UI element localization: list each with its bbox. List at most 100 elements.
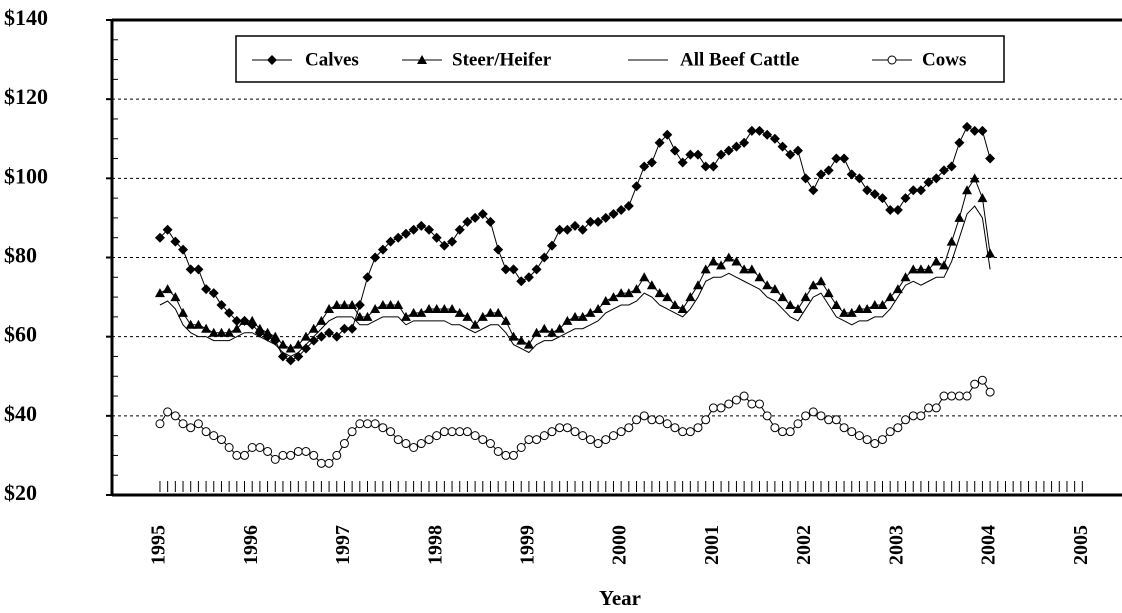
triangle-marker xyxy=(739,264,750,274)
circle-marker xyxy=(386,427,396,437)
triangle-marker xyxy=(869,300,880,309)
circle-marker xyxy=(263,446,273,456)
diamond-marker xyxy=(877,193,888,204)
triangle-marker xyxy=(969,173,980,183)
triangle-marker xyxy=(700,264,711,274)
diamond-marker xyxy=(639,161,650,172)
triangle-marker xyxy=(762,280,773,290)
circle-marker xyxy=(670,423,680,433)
diamond-marker xyxy=(154,232,165,243)
diamond-marker xyxy=(792,145,803,156)
circle-marker xyxy=(532,435,542,445)
triangle-marker xyxy=(270,331,281,341)
x-tick-label: 2000 xyxy=(609,525,631,565)
circle-marker xyxy=(224,443,234,452)
triangle-marker xyxy=(293,339,304,349)
triangle-marker xyxy=(462,311,473,321)
diamond-marker xyxy=(762,129,773,140)
diamond-marker xyxy=(931,173,942,184)
diamond-marker xyxy=(170,236,181,247)
diamond-marker xyxy=(716,149,727,160)
circle-marker xyxy=(639,411,649,421)
circle-marker xyxy=(570,427,580,437)
circle-marker xyxy=(432,431,442,441)
triangle-marker xyxy=(508,331,519,341)
triangle-marker xyxy=(754,272,765,282)
circle-marker xyxy=(493,446,503,456)
diamond-marker xyxy=(593,216,604,227)
diamond-marker xyxy=(331,331,342,342)
triangle-marker xyxy=(247,315,258,325)
triangle-marker xyxy=(354,311,365,321)
circle-marker xyxy=(186,423,196,433)
circle-marker xyxy=(362,419,372,429)
circle-marker xyxy=(585,435,595,445)
circle-marker xyxy=(854,431,864,441)
diamond-marker xyxy=(193,264,204,275)
triangle-marker xyxy=(339,300,350,309)
triangle-marker xyxy=(900,272,911,282)
circle-marker xyxy=(324,458,334,468)
diamond-marker xyxy=(324,327,335,338)
triangle-marker xyxy=(431,303,442,313)
circle-marker xyxy=(970,379,980,389)
diamond-marker xyxy=(508,264,519,275)
circle-marker xyxy=(601,435,611,445)
diamond-marker xyxy=(692,149,703,160)
circle-marker xyxy=(562,423,572,433)
triangle-marker xyxy=(201,323,212,333)
circle-marker xyxy=(293,446,303,456)
triangle-marker xyxy=(277,339,288,349)
diamond-marker xyxy=(447,236,458,247)
diamond-marker xyxy=(516,276,527,287)
circle-marker xyxy=(255,443,265,452)
triangle-marker xyxy=(154,288,165,298)
triangle-marker xyxy=(885,292,896,302)
triangle-marker xyxy=(416,307,427,317)
diamond-marker xyxy=(570,220,581,231)
diamond-marker xyxy=(946,161,957,172)
triangle-marker xyxy=(447,303,458,313)
legend-label: All Beef Cattle xyxy=(680,49,799,70)
diamond-marker xyxy=(493,244,504,255)
diamond-marker xyxy=(267,55,277,65)
y-tick-label: $40 xyxy=(4,401,37,426)
triangle-marker xyxy=(915,264,926,274)
circle-marker xyxy=(685,427,695,437)
triangle-marker xyxy=(362,311,373,321)
circle-marker xyxy=(647,415,657,425)
triangle-marker xyxy=(908,264,919,274)
diamond-marker xyxy=(500,264,511,275)
diamond-marker xyxy=(646,157,657,168)
circle-marker xyxy=(447,427,457,437)
diamond-marker xyxy=(777,141,788,152)
circle-marker xyxy=(887,55,897,65)
triangle-marker xyxy=(454,307,465,317)
diamond-marker xyxy=(546,240,557,251)
triangle-marker xyxy=(208,327,219,337)
diamond-marker xyxy=(700,161,711,172)
circle-marker xyxy=(908,411,918,421)
diamond-marker xyxy=(608,208,619,219)
circle-marker xyxy=(462,427,472,437)
series-markers xyxy=(154,173,996,353)
circle-marker xyxy=(439,427,449,437)
circle-marker xyxy=(547,427,557,437)
circle-marker xyxy=(939,391,949,401)
diamond-marker xyxy=(915,185,926,196)
triangle-marker xyxy=(839,307,850,317)
triangle-marker xyxy=(308,323,319,333)
circle-marker xyxy=(339,439,349,449)
circle-marker xyxy=(216,435,226,445)
triangle-marker xyxy=(523,339,534,349)
circle-marker xyxy=(747,399,757,409)
diamond-marker xyxy=(923,177,934,188)
triangle-marker xyxy=(539,323,550,333)
legend-label: Calves xyxy=(305,49,359,70)
diamond-marker xyxy=(962,121,973,132)
diamond-marker xyxy=(300,343,311,354)
triangle-marker xyxy=(424,303,435,313)
circle-marker xyxy=(393,435,403,445)
x-tick-label: 2001 xyxy=(701,525,723,565)
circle-marker xyxy=(524,435,534,445)
